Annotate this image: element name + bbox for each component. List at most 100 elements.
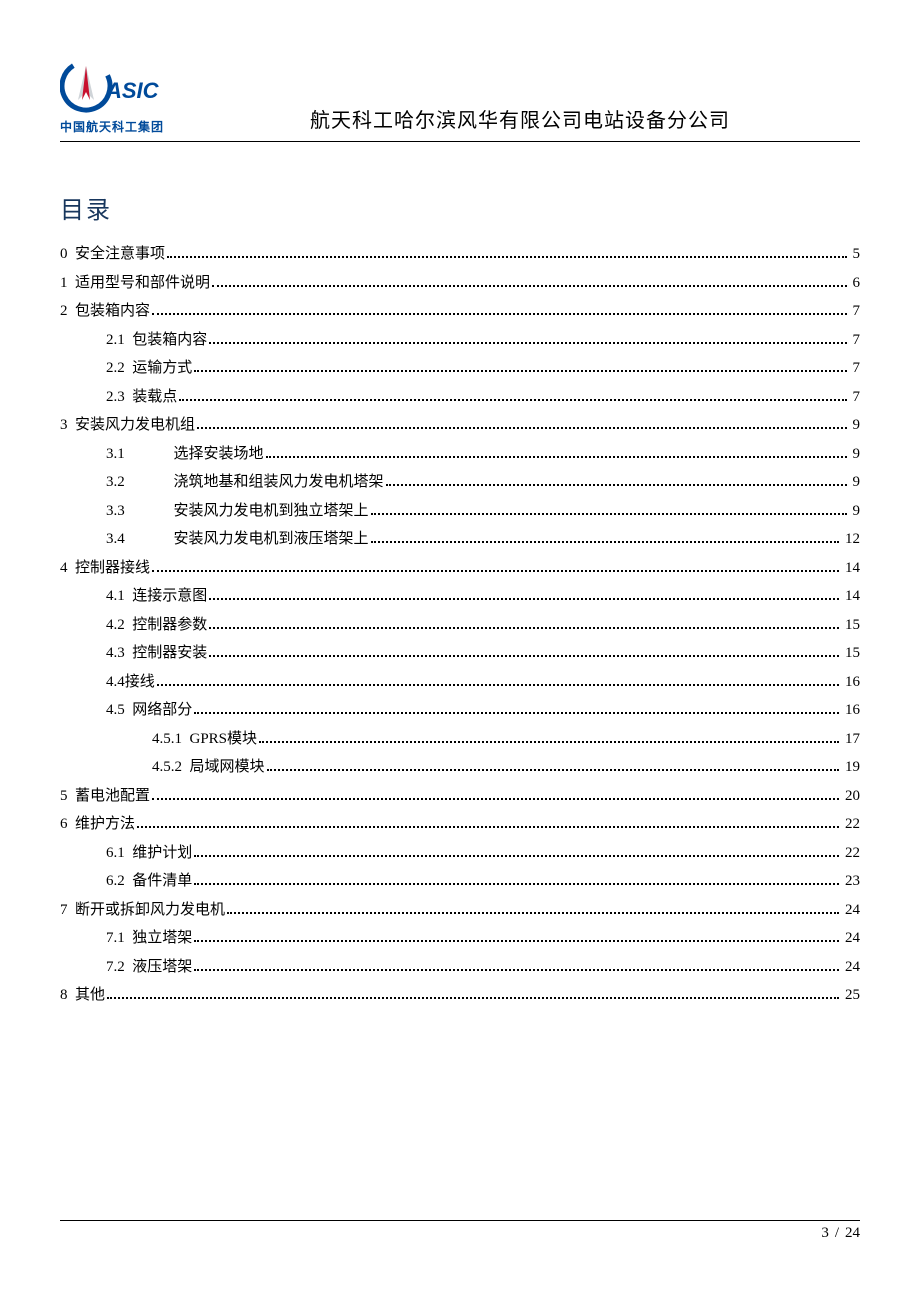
toc-entry-number: 3.2 xyxy=(106,471,166,494)
toc-entry[interactable]: 3.2浇筑地基和组装风力发电机塔架9 xyxy=(60,471,860,494)
toc-entry-number: 4.4 xyxy=(106,671,125,694)
toc-entry[interactable]: 7.1 独立塔架 24 xyxy=(60,927,860,950)
toc-entry[interactable]: 2.3 装载点 7 xyxy=(60,386,860,409)
toc-leader-dots xyxy=(194,940,839,942)
toc-entry[interactable]: 6.1维护计划22 xyxy=(60,842,860,865)
toc-entry[interactable]: 6.2备件清单23 xyxy=(60,870,860,893)
logo-org-text: 中国航天科工集团 xyxy=(60,118,180,135)
toc-leader-dots xyxy=(227,912,839,914)
toc-entry[interactable]: 7.2液压塔架24 xyxy=(60,956,860,979)
toc-entry-page: 20 xyxy=(845,785,860,808)
toc-entry-page: 9 xyxy=(853,414,861,437)
toc-entry-title: 接线 xyxy=(125,671,155,694)
toc-entry[interactable]: 3.1选择安装场地9 xyxy=(60,443,860,466)
toc-entry-title: 包装箱内容 xyxy=(132,329,207,352)
toc-entry-number: 7.2 xyxy=(106,956,125,979)
toc-entry[interactable]: 2.1 包装箱内容 7 xyxy=(60,329,860,352)
document-page: ASIC 中国航天科工集团 航天科工哈尔滨风华有限公司电站设备分公司 目录 0安… xyxy=(0,0,920,1302)
toc-leader-dots xyxy=(107,997,839,999)
toc-entry-title: 备件清单 xyxy=(132,870,192,893)
toc-entry-number: 4.5 xyxy=(106,699,125,722)
toc-entry-title: 控制器参数 xyxy=(132,614,207,637)
toc-leader-dots xyxy=(267,769,839,771)
toc-entry[interactable]: 5蓄电池配置20 xyxy=(60,785,860,808)
toc-entry-number: 4.1 xyxy=(106,585,125,608)
toc-entry-page: 17 xyxy=(845,728,860,751)
toc-heading: 目录 xyxy=(60,190,860,225)
toc-entry-number: 2.2 xyxy=(106,357,125,380)
toc-entry-number: 4.2 xyxy=(106,614,125,637)
toc-entry[interactable]: 8其他25 xyxy=(60,984,860,1007)
toc-entry-title: 装载点 xyxy=(132,386,177,409)
toc-entry-page: 16 xyxy=(845,671,860,694)
toc-entry-title: 维护计划 xyxy=(132,842,192,865)
toc-entry[interactable]: 4.2 控制器参数 15 xyxy=(60,614,860,637)
toc-entry-title: GPRS模块 xyxy=(190,728,258,751)
toc-entry-number: 6.1 xyxy=(106,842,125,865)
toc-leader-dots xyxy=(137,826,839,828)
toc-entry-page: 7 xyxy=(853,357,861,380)
toc-entry-page: 7 xyxy=(853,386,861,409)
toc-entry-page: 7 xyxy=(853,329,861,352)
toc-entry-page: 24 xyxy=(845,927,860,950)
toc-entry-number: 7 xyxy=(60,899,68,922)
toc-leader-dots xyxy=(157,684,839,686)
toc-entry-number: 2.3 xyxy=(106,386,125,409)
toc-leader-dots xyxy=(386,484,847,486)
svg-text:ASIC: ASIC xyxy=(105,78,160,103)
toc-entry-number: 7.1 xyxy=(106,927,125,950)
toc-entry[interactable]: 1适用型号和部件说明6 xyxy=(60,272,860,295)
toc-entry[interactable]: 6维护方法22 xyxy=(60,813,860,836)
toc-leader-dots xyxy=(152,313,846,315)
toc-entry-page: 16 xyxy=(845,699,860,722)
toc-entry[interactable]: 4.1连接示意图14 xyxy=(60,585,860,608)
toc-entry[interactable]: 2.2 运输方式 7 xyxy=(60,357,860,380)
toc-entry-number: 2.1 xyxy=(106,329,125,352)
toc-leader-dots xyxy=(194,855,839,857)
toc-entry[interactable]: 2包装箱内容7 xyxy=(60,300,860,323)
toc-entry-page: 22 xyxy=(845,813,860,836)
toc-entry[interactable]: 0安全注意事项5 xyxy=(60,243,860,266)
toc-leader-dots xyxy=(194,712,839,714)
toc-entry-title: 蓄电池配置 xyxy=(75,785,150,808)
toc-entry-title: 控制器接线 xyxy=(75,557,150,580)
toc-entry[interactable]: 4控制器接线14 xyxy=(60,557,860,580)
page-number-total: 24 xyxy=(845,1225,860,1242)
toc-entry-number: 2 xyxy=(60,300,68,323)
toc-entry[interactable]: 3.3安装风力发电机到独立塔架上9 xyxy=(60,500,860,523)
toc-entry-number: 3.1 xyxy=(106,443,166,466)
toc-entry-number: 0 xyxy=(60,243,68,266)
toc-entry[interactable]: 7断开或拆卸风力发电机24 xyxy=(60,899,860,922)
toc-entry[interactable]: 3.4安装风力发电机到液压塔架上12 xyxy=(60,528,860,551)
toc-entry-page: 9 xyxy=(853,443,861,466)
toc-entry-title: 安装风力发电机组 xyxy=(75,414,195,437)
toc-entry[interactable]: 4.5.2局域网模块19 xyxy=(60,756,860,779)
toc-entry-title: 独立塔架 xyxy=(132,927,192,950)
toc-entry[interactable]: 3安装风力发电机组9 xyxy=(60,414,860,437)
toc-entry-title: 控制器安装 xyxy=(132,642,207,665)
toc-leader-dots xyxy=(152,798,839,800)
toc-entry-page: 9 xyxy=(853,500,861,523)
toc-leader-dots xyxy=(209,655,839,657)
toc-entry[interactable]: 4.5.1GPRS模块17 xyxy=(60,728,860,751)
page-header: ASIC 中国航天科工集团 航天科工哈尔滨风华有限公司电站设备分公司 xyxy=(60,60,860,142)
toc-entry-title: 运输方式 xyxy=(132,357,192,380)
toc-leader-dots xyxy=(194,370,846,372)
toc-leader-dots xyxy=(197,427,846,429)
toc-entry-page: 9 xyxy=(853,471,861,494)
header-company-title: 航天科工哈尔滨风华有限公司电站设备分公司 xyxy=(180,104,860,135)
toc-entry-title: 断开或拆卸风力发电机 xyxy=(75,899,225,922)
toc-leader-dots xyxy=(371,541,839,543)
toc-entry-number: 1 xyxy=(60,272,68,295)
toc-leader-dots xyxy=(194,883,839,885)
toc-entry-page: 15 xyxy=(845,614,860,637)
logo-block: ASIC 中国航天科工集团 xyxy=(60,60,180,135)
toc-entry[interactable]: 4.3控制器安装15 xyxy=(60,642,860,665)
toc-leader-dots xyxy=(212,285,846,287)
toc-leader-dots xyxy=(179,399,846,401)
toc-leader-dots xyxy=(152,570,839,572)
toc-entry-number: 3.3 xyxy=(106,500,166,523)
toc-entry-number: 4.3 xyxy=(106,642,125,665)
toc-entry[interactable]: 4.4接线 16 xyxy=(60,671,860,694)
toc-entry[interactable]: 4.5网络部分16 xyxy=(60,699,860,722)
